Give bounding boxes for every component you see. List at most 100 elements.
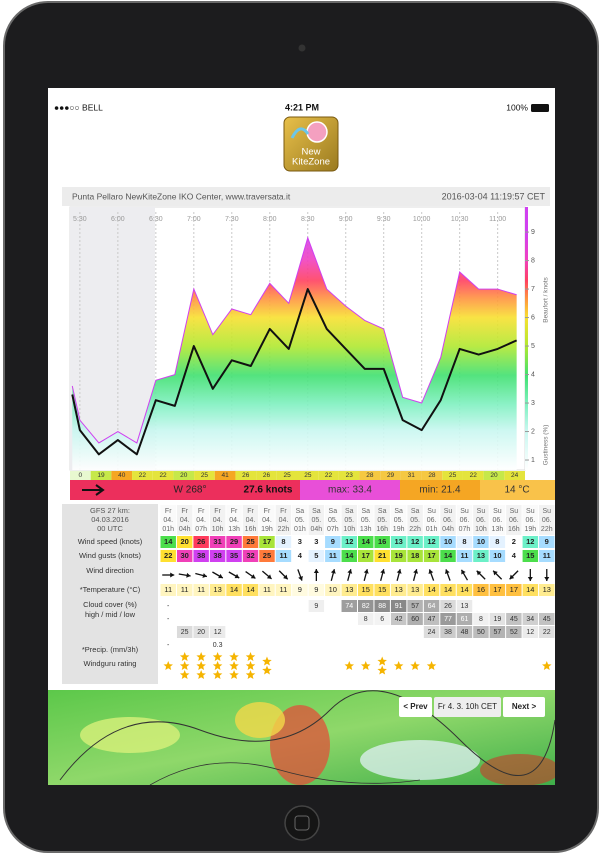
y-axis-label: Beaufort / knots bbox=[543, 276, 550, 322]
y-tick-label: 2 bbox=[531, 428, 535, 435]
y-tick-label: 4 bbox=[531, 371, 535, 378]
cloud-value: 25 bbox=[181, 629, 189, 636]
temperature-value: 13 bbox=[345, 585, 353, 594]
column-day: Su bbox=[477, 508, 486, 515]
row-label: *Temperature (°C) bbox=[80, 585, 141, 594]
ipad-screenshot: ●●●○○ BELL 4:21 PM 100% New KiteZone Pun… bbox=[0, 0, 603, 855]
page: { "status_bar": {"carrier": "●●●○○ BELL"… bbox=[0, 0, 603, 855]
column-hour: 01h bbox=[294, 526, 306, 533]
row-label: Windguru rating bbox=[84, 659, 137, 668]
cloud-value: 6 bbox=[380, 616, 384, 623]
cloud-value: 91 bbox=[395, 603, 403, 610]
home-button[interactable] bbox=[285, 806, 319, 840]
gustiness-label: 19 bbox=[97, 472, 105, 479]
carrier: ●●●○○ BELL bbox=[54, 102, 103, 112]
wind-gusts-value: 17 bbox=[362, 551, 370, 560]
gustiness-label: 28 bbox=[428, 472, 436, 479]
temperature-value: 14 bbox=[427, 585, 435, 594]
column-hour: 19h bbox=[524, 526, 536, 533]
temperature-value: 9 bbox=[298, 585, 302, 594]
summary-direction: W 268° bbox=[174, 485, 207, 496]
column-date: 06. bbox=[525, 517, 535, 524]
column-hour: 07h bbox=[195, 526, 207, 533]
temperature-value: 13 bbox=[213, 585, 221, 594]
column-hour: 04h bbox=[442, 526, 454, 533]
gustiness-label: 22 bbox=[325, 472, 333, 479]
column-day: Su bbox=[427, 508, 436, 515]
wind-gusts-value: 30 bbox=[181, 551, 189, 560]
temperature-value: 11 bbox=[280, 585, 288, 594]
gust-axis-label: Gustiness (%) bbox=[543, 425, 550, 466]
battery-icon bbox=[531, 104, 549, 112]
column-day: Fr bbox=[231, 508, 238, 515]
wind-speed-value: 26 bbox=[197, 537, 205, 546]
column-day: Fr bbox=[247, 508, 254, 515]
camera bbox=[299, 45, 306, 52]
temperature-value: 17 bbox=[510, 585, 518, 594]
column-date: 05. bbox=[410, 517, 420, 524]
model-name: GFS 27 km: bbox=[90, 506, 130, 515]
column-day: Fr bbox=[181, 508, 188, 515]
column-day: Sa bbox=[378, 508, 387, 515]
y-tick-label: 5 bbox=[531, 343, 535, 350]
column-hour: 07h bbox=[327, 526, 339, 533]
wind-gusts-value: 14 bbox=[345, 551, 354, 560]
wind-gusts-value: 25 bbox=[263, 551, 271, 560]
cloud-value: 38 bbox=[444, 629, 452, 636]
wind-speed-value: 14 bbox=[164, 537, 173, 546]
column-day: Sa bbox=[329, 508, 338, 515]
column-date: 04. bbox=[180, 517, 190, 524]
wind-speed-value: 17 bbox=[263, 537, 271, 546]
gustiness-label: 29 bbox=[387, 472, 395, 479]
cloud-value: 52 bbox=[510, 629, 518, 636]
cloud-value: 77 bbox=[444, 616, 452, 623]
prev-button-label: < Prev bbox=[403, 702, 428, 711]
wind-gusts-value: 15 bbox=[526, 551, 534, 560]
x-tick-label: 11:00 bbox=[489, 216, 506, 223]
gustiness-label: 0 bbox=[79, 472, 83, 479]
temperature-value: 10 bbox=[329, 585, 337, 594]
column-day: Sa bbox=[345, 508, 354, 515]
y-tick-label: 7 bbox=[531, 286, 535, 293]
clock: 4:21 PM bbox=[285, 102, 319, 112]
wind-gusts-value: 11 bbox=[543, 551, 551, 560]
cloud-value: 50 bbox=[477, 629, 485, 636]
column-date: 06. bbox=[427, 517, 437, 524]
precip-value: 0.3 bbox=[213, 642, 223, 649]
gustiness-label: 23 bbox=[346, 472, 354, 479]
column-date: 06. bbox=[509, 517, 519, 524]
column-date: 04. bbox=[279, 517, 289, 524]
wind-speed-value: 10 bbox=[444, 537, 452, 546]
wind-speed-value: 13 bbox=[394, 537, 402, 546]
summary-max: max: 33.4 bbox=[328, 485, 372, 496]
map-wind-area bbox=[360, 740, 480, 780]
battery-percent: 100% bbox=[506, 102, 528, 112]
summary-temperature: 14 °C bbox=[504, 485, 529, 496]
temperature-value: 13 bbox=[543, 585, 551, 594]
model-date: 04.03.2016 bbox=[91, 515, 129, 524]
cloud-value: 42 bbox=[395, 616, 403, 623]
y-tick-label: 3 bbox=[531, 400, 535, 407]
wind-speed-value: 20 bbox=[181, 537, 189, 546]
x-tick-label: 8:30 bbox=[301, 216, 315, 223]
gustiness-label: 28 bbox=[366, 472, 374, 479]
temperature-value: 11 bbox=[263, 585, 271, 594]
cloud-value: 57 bbox=[411, 603, 419, 610]
column-day: Su bbox=[460, 508, 469, 515]
column-date: 05. bbox=[377, 517, 387, 524]
beaufort-scale-bar bbox=[525, 207, 528, 470]
temperature-value: 17 bbox=[493, 585, 501, 594]
temperature-value: 13 bbox=[394, 585, 402, 594]
column-date: 04. bbox=[229, 517, 239, 524]
y-tick-label: 8 bbox=[531, 257, 535, 264]
cloud-value: 45 bbox=[543, 616, 551, 623]
column-date: 05. bbox=[361, 517, 371, 524]
wind-gusts-value: 32 bbox=[246, 551, 254, 560]
column-day: Fr bbox=[264, 508, 271, 515]
temperature-value: 16 bbox=[477, 585, 485, 594]
column-date: 04. bbox=[163, 517, 173, 524]
wind-gusts-value: 21 bbox=[378, 551, 386, 560]
column-date: 04. bbox=[262, 517, 272, 524]
map-wind-area bbox=[235, 702, 285, 738]
temperature-value: 11 bbox=[164, 585, 172, 594]
